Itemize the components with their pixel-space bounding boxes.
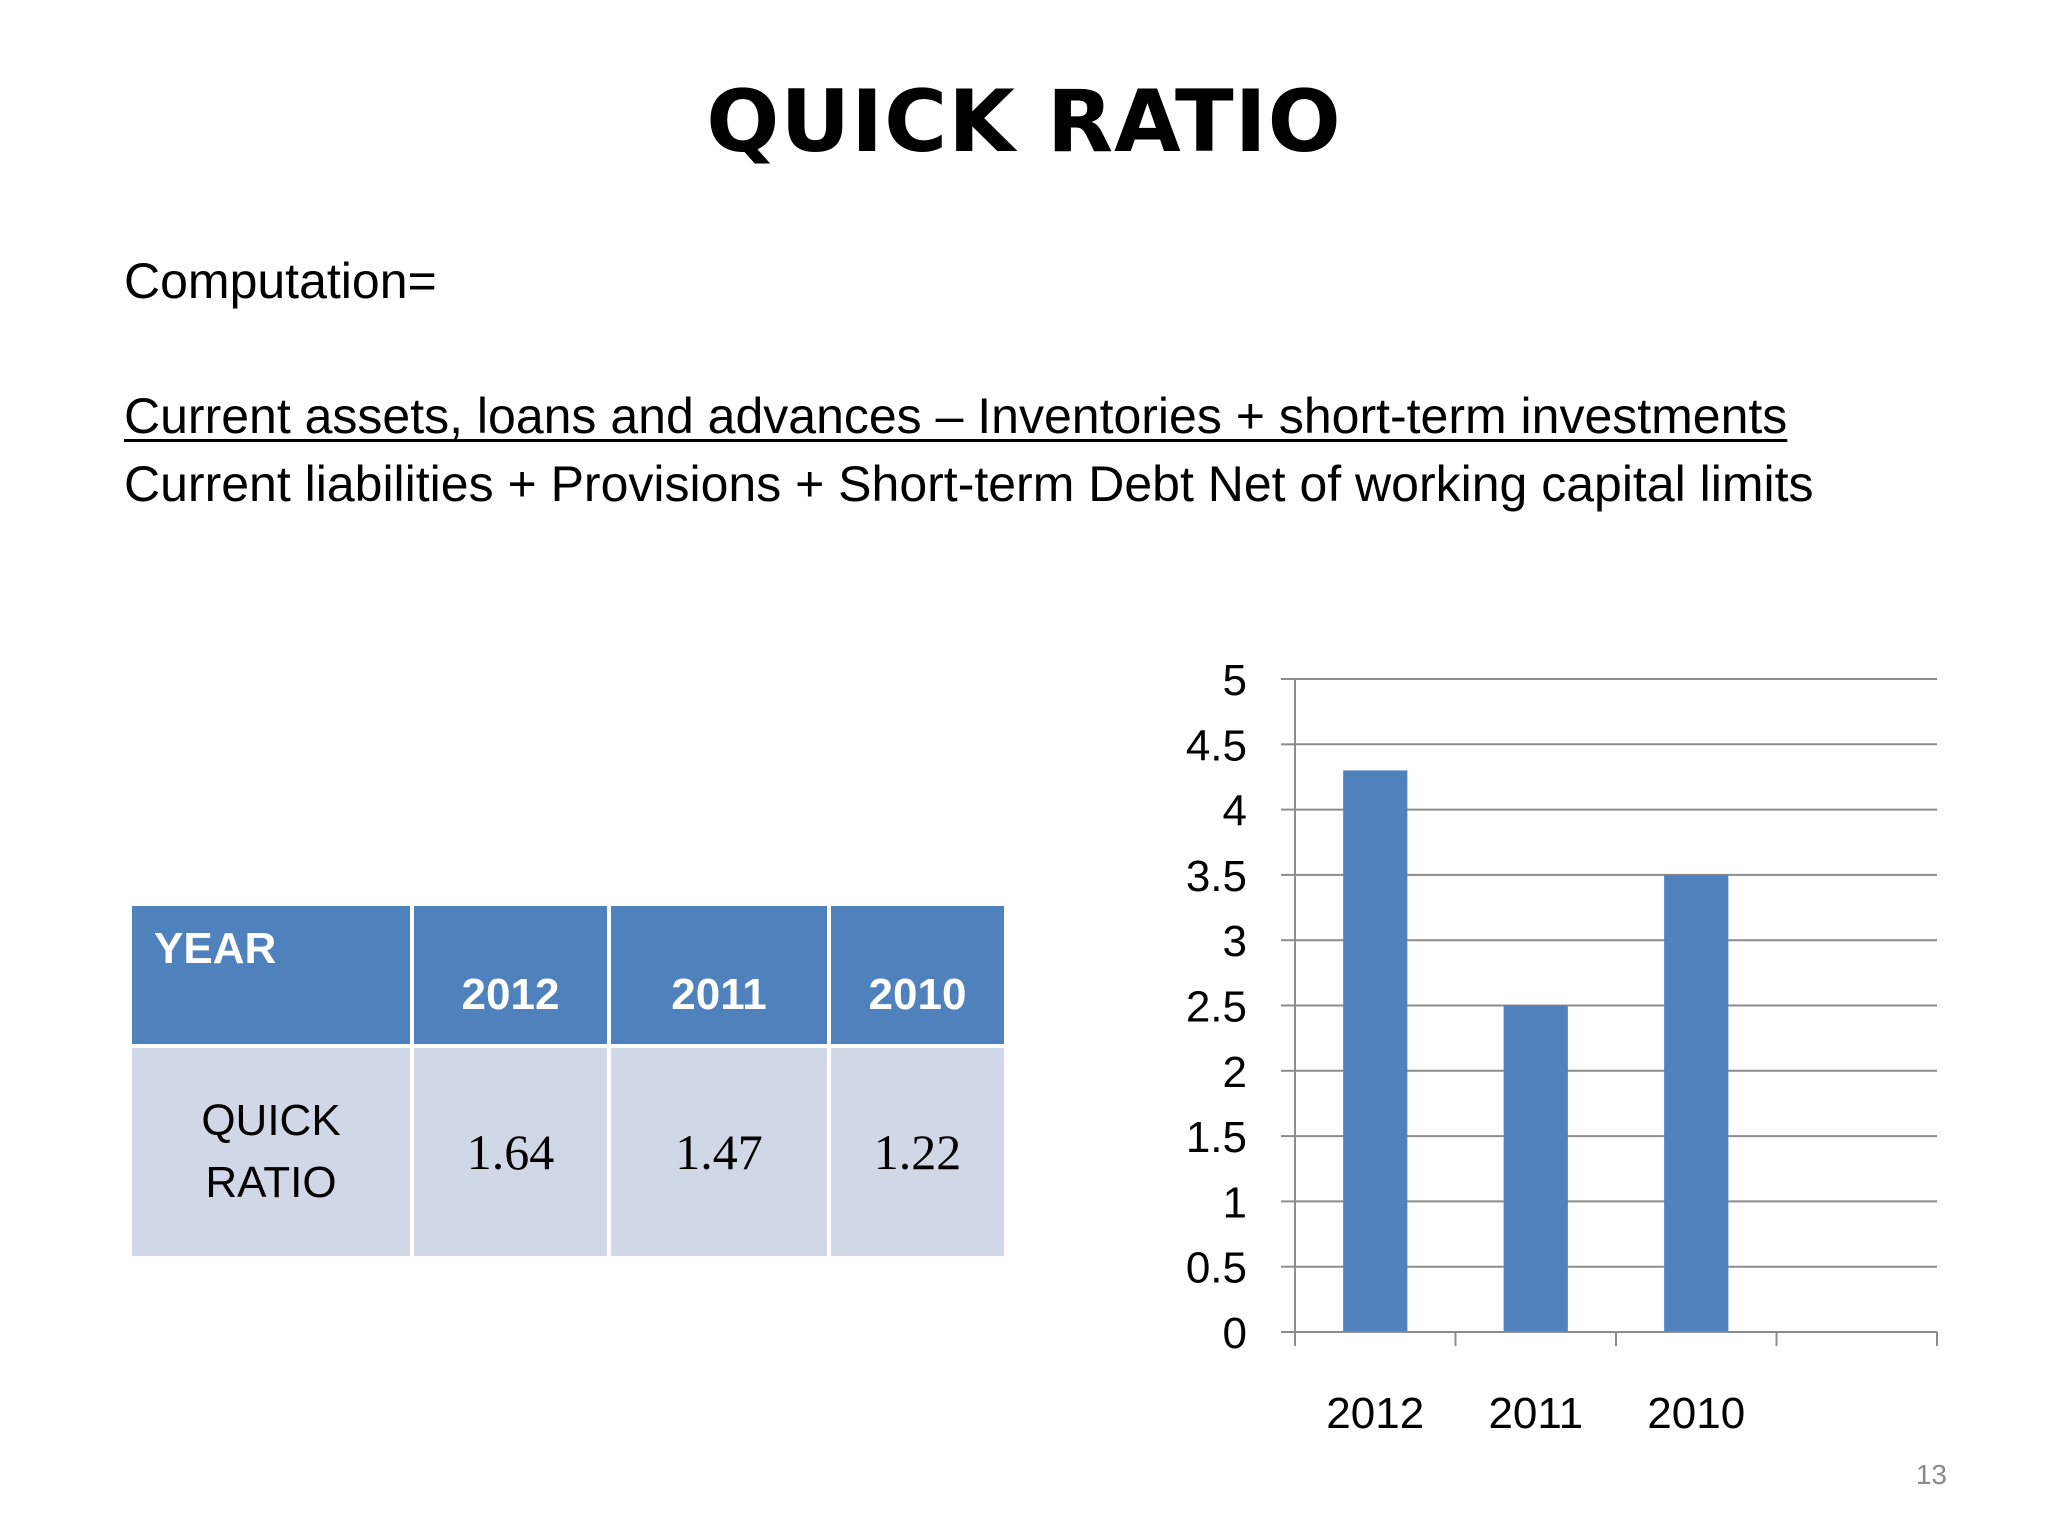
bar-2010 [1664, 874, 1729, 1332]
chart-axes [1281, 678, 1938, 1346]
y-tick-label: 3.5 [1186, 852, 1247, 901]
table-header-2011: 2011 [607, 902, 831, 1048]
page-number: 13 [1915, 1459, 1947, 1490]
x-tick-label: 2011 [1488, 1389, 1583, 1438]
formula-numerator: Current assets, loans and advances – Inv… [124, 388, 1788, 444]
table-header-2010: 2010 [827, 902, 1008, 1048]
bar-2011 [1503, 1005, 1568, 1332]
row-label-line-2: RATIO [205, 1158, 337, 1207]
y-tick-label: 0 [1223, 1309, 1247, 1358]
formula-denominator: Current liabilities + Provisions + Short… [124, 456, 1814, 512]
table-cell-2010: 1.22 [827, 1044, 1008, 1260]
table-header-2012: 2012 [410, 902, 611, 1048]
chart-bars [1343, 770, 1729, 1332]
quick-ratio-table: YEAR 2012 2011 2010 QUICK RATIO 1.64 1.4… [128, 902, 1008, 1260]
y-tick-label: 5 [1223, 656, 1247, 705]
computation-label: Computation= [124, 253, 437, 309]
table-cell-2012: 1.64 [410, 1044, 611, 1260]
row-label-line-1: QUICK [201, 1096, 341, 1145]
y-tick-label: 4.5 [1186, 721, 1247, 770]
chart-labels: 0 0.5 1 1.5 2 2.5 3 3.5 4 4.5 5 2012 2011 2010 [1186, 656, 1745, 1438]
y-tick-label: 2.5 [1186, 983, 1247, 1032]
slide-title: QUICK RATIO [706, 72, 1342, 172]
y-tick-label: 2 [1223, 1048, 1247, 1097]
table-row: QUICK RATIO 1.64 1.47 1.22 [128, 1044, 1008, 1260]
table-header-year: YEAR [128, 902, 414, 1048]
bar-2012 [1343, 770, 1408, 1332]
y-tick-label: 1 [1223, 1178, 1247, 1227]
x-tick-label: 2010 [1647, 1389, 1745, 1438]
y-tick-label: 1.5 [1186, 1113, 1247, 1162]
y-tick-label: 3 [1223, 917, 1247, 966]
y-tick-label: 4 [1223, 787, 1247, 836]
table-header-row: YEAR 2012 2011 2010 [128, 902, 1008, 1048]
table-cell-2011: 1.47 [607, 1044, 831, 1260]
table-row-label: QUICK RATIO [128, 1044, 414, 1260]
x-tick-label: 2012 [1326, 1389, 1424, 1438]
y-tick-label: 0.5 [1186, 1244, 1247, 1293]
